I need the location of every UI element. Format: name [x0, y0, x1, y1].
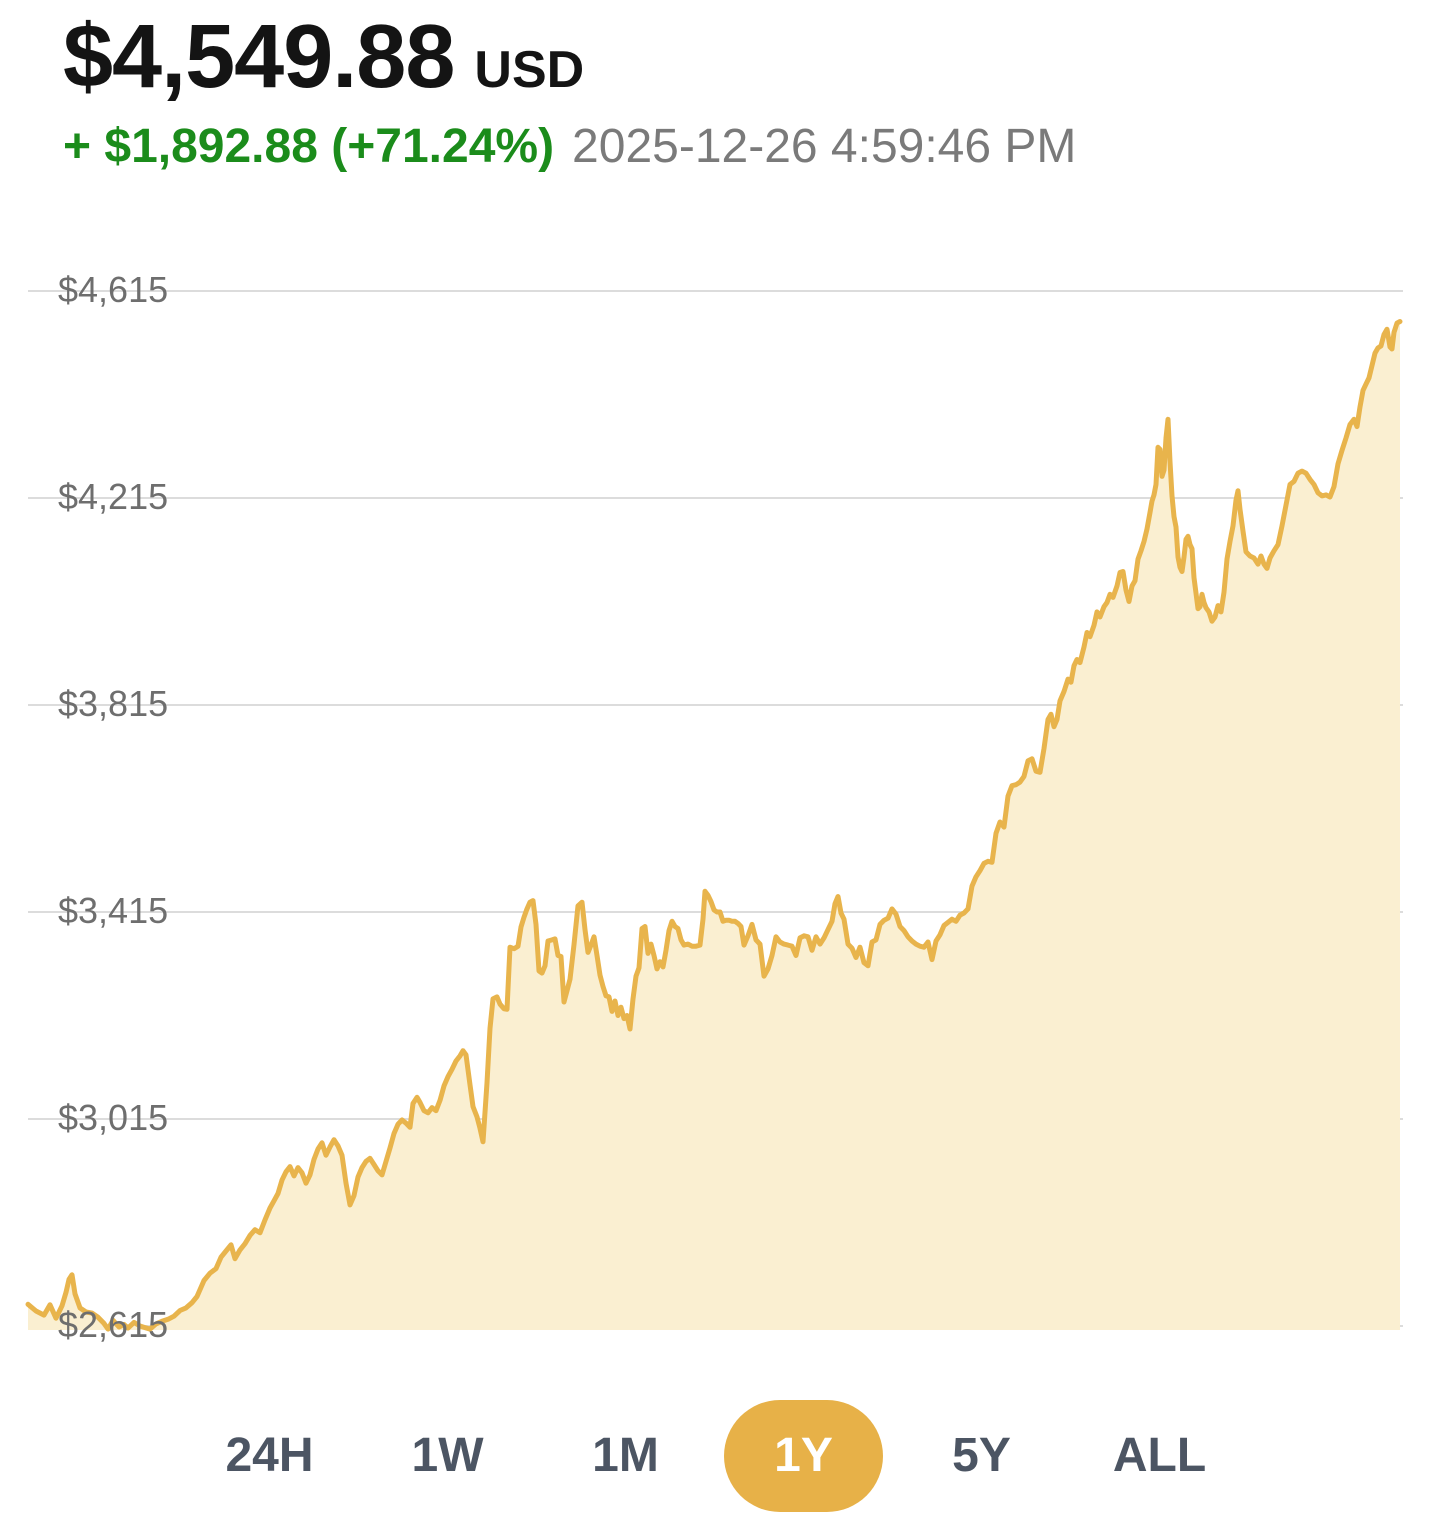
price-line — [25, 319, 1403, 1332]
period-button-5y[interactable]: 5Y — [952, 1429, 1011, 1482]
currency-label: USD — [474, 41, 585, 99]
period-button-1y[interactable]: 1Y — [724, 1400, 883, 1512]
period-button-all[interactable]: ALL — [1112, 1429, 1207, 1482]
period-button-1m[interactable]: 1M — [592, 1429, 659, 1482]
period-selector: 24H 1W 1M 1Y 5Y ALL — [0, 1396, 1429, 1516]
price-header: $4,549.88 USD + $1,892.88 (+71.24%) 2025… — [63, 10, 1076, 173]
period-button-1w[interactable]: 1W — [411, 1429, 484, 1482]
price-area-fill — [28, 321, 1400, 1330]
price-change-amount: + $1,892.88 — [63, 119, 318, 173]
price-timestamp: 2025-12-26 4:59:46 PM — [572, 119, 1077, 173]
price-change-percent: (+71.24%) — [331, 119, 555, 173]
current-price: $4,549.88 — [63, 7, 455, 107]
period-button-24h[interactable]: 24H — [225, 1429, 314, 1482]
price-change: + $1,892.88 (+71.24%) — [63, 119, 555, 174]
